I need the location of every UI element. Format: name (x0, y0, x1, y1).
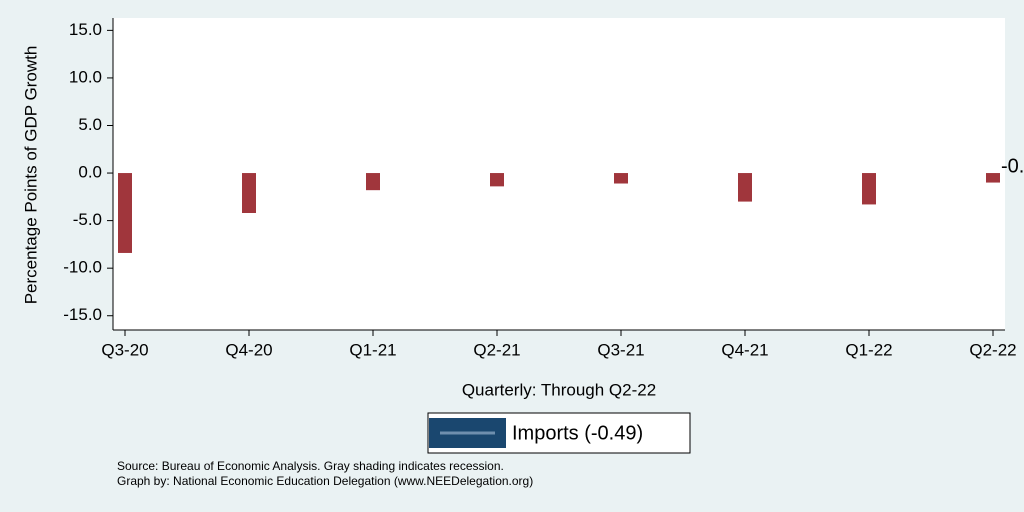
bar (986, 173, 1000, 183)
legend-label: Imports (-0.49) (512, 422, 643, 444)
source-note: Graph by: National Economic Education De… (117, 474, 533, 488)
annotation: -0. (1001, 155, 1024, 177)
y-axis-label: Percentage Points of GDP Growth (21, 46, 40, 305)
x-tick-label: Q4-21 (721, 340, 768, 359)
x-tick-label: Q4-20 (225, 340, 272, 359)
y-tick-label: 0.0 (78, 163, 102, 182)
x-axis-label: Quarterly: Through Q2-22 (462, 380, 656, 399)
x-tick-label: Q2-21 (473, 340, 520, 359)
x-tick-label: Q3-20 (101, 340, 148, 359)
x-tick-label: Q2-22 (969, 340, 1016, 359)
bar (614, 173, 628, 184)
y-tick-label: 5.0 (78, 115, 102, 134)
bar (490, 173, 504, 187)
y-tick-label: -10.0 (63, 258, 102, 277)
bar (862, 173, 876, 205)
bar (366, 173, 380, 191)
y-tick-label: -15.0 (63, 305, 102, 324)
x-tick-label: Q3-21 (597, 340, 644, 359)
x-tick-label: Q1-22 (845, 340, 892, 359)
source-note: Source: Bureau of Economic Analysis. Gra… (117, 459, 504, 473)
x-tick-label: Q1-21 (349, 340, 396, 359)
plot-area (113, 18, 1005, 330)
bar (118, 173, 132, 253)
y-tick-label: 15.0 (69, 20, 102, 39)
y-tick-label: -5.0 (73, 210, 102, 229)
bar (738, 173, 752, 202)
y-tick-label: 10.0 (69, 67, 102, 86)
bar (242, 173, 256, 213)
